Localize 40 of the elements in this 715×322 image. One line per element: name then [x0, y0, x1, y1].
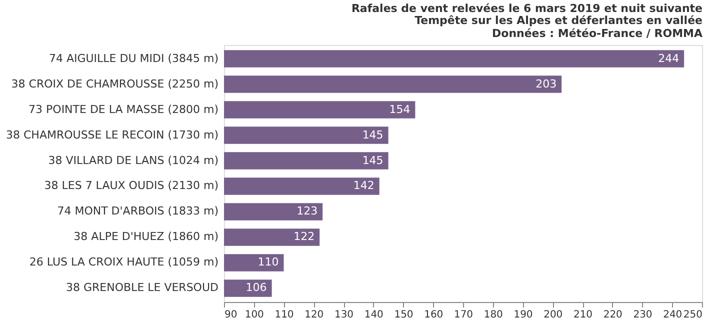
- data-label: 122: [294, 230, 315, 244]
- data-label: 154: [389, 102, 410, 116]
- x-tick-label: 130: [334, 310, 354, 320]
- y-tick-label: 74 MONT D'ARBOIS (1833 m): [57, 204, 218, 218]
- chart-title: Rafales de vent relevées le 6 mars 2019 et nuit suivante: [351, 2, 702, 15]
- chart-subtitle: Tempête sur les Alpes et déferlantes en vallée: [414, 14, 702, 27]
- data-label: 203: [536, 77, 557, 90]
- x-tick-label: 90: [224, 310, 238, 320]
- x-tick-label: 170: [454, 310, 474, 320]
- y-tick-label: 38 CROIX DE CHAMROUSSE (2250 m): [11, 77, 218, 90]
- data-label: 244: [658, 52, 680, 65]
- x-tick-label: 150: [394, 310, 414, 320]
- x-tick-label: 200: [544, 310, 563, 320]
- x-tick-label: 240: [663, 310, 682, 320]
- y-tick-label: 38 GRENOBLE LE VERSOUD: [66, 281, 218, 294]
- data-label: 142: [353, 179, 374, 192]
- y-tick-label: 38 CHAMROUSSE LE RECOIN (1730 m): [6, 128, 218, 142]
- y-tick-label: 38 LES 7 LAUX OUDIS (2130 m): [44, 179, 218, 192]
- y-tick-label: 73 POINTE DE LA MASSE (2800 m): [28, 102, 218, 116]
- data-label: 110: [258, 256, 279, 269]
- text: Données : Météo-France / ROMMA: [492, 27, 703, 40]
- x-tick-label: 250: [683, 310, 702, 320]
- y-tick-label: 38 ALPE D'HUEZ (1860 m): [74, 230, 218, 244]
- y-tick-label: 26 LUS LA CROIX HAUTE (1059 m): [29, 256, 218, 269]
- x-tick-label: 120: [304, 310, 324, 320]
- x-tick-label: 190: [514, 310, 533, 320]
- x-tick-label: 160: [424, 310, 444, 320]
- x-tick-label: 230: [633, 310, 652, 320]
- data-label: 123: [296, 204, 318, 218]
- data-label: 145: [362, 154, 384, 167]
- x-tick-label: 100: [244, 310, 264, 320]
- x-tick-label: 180: [484, 310, 503, 320]
- x-tick-label: 210: [573, 310, 593, 320]
- data-label: 106: [246, 281, 267, 294]
- x-tick-label: 140: [364, 310, 384, 320]
- x-tick-label: 110: [274, 310, 294, 320]
- data-label: 145: [362, 128, 384, 142]
- y-tick-label: 38 VILLARD DE LANS (1024 m): [48, 154, 218, 167]
- y-tick-label: 74 AIGUILLE DU MIDI (3845 m): [48, 52, 218, 65]
- x-tick-label: 220: [603, 310, 622, 320]
